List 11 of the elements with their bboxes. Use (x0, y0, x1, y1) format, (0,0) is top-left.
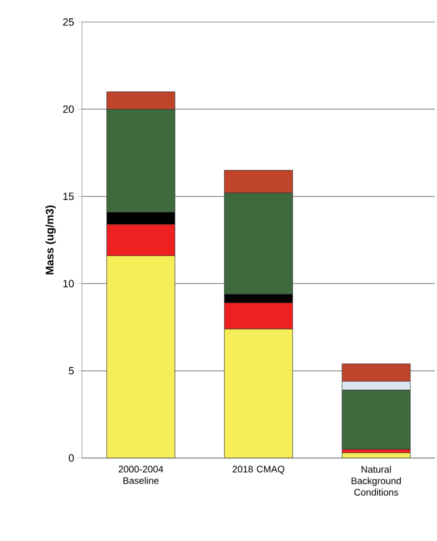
x-tick-label: 2000-2004 Baseline (118, 466, 164, 484)
y-axis-title: Mass (ug/m3) (45, 206, 56, 274)
y-tick-label: 5 (68, 367, 74, 374)
bar (342, 452, 411, 458)
y-tick-label: 10 (63, 280, 74, 288)
y-tick-label: 25 (63, 18, 74, 26)
x-tick-label: Natural Background Conditions (352, 466, 401, 496)
x-tick-label: 2018 CMAQ (232, 466, 284, 474)
y-tick-label: 20 (63, 106, 74, 113)
y-tick-label: 0 (68, 454, 74, 462)
y-tick-label: 15 (63, 192, 74, 200)
